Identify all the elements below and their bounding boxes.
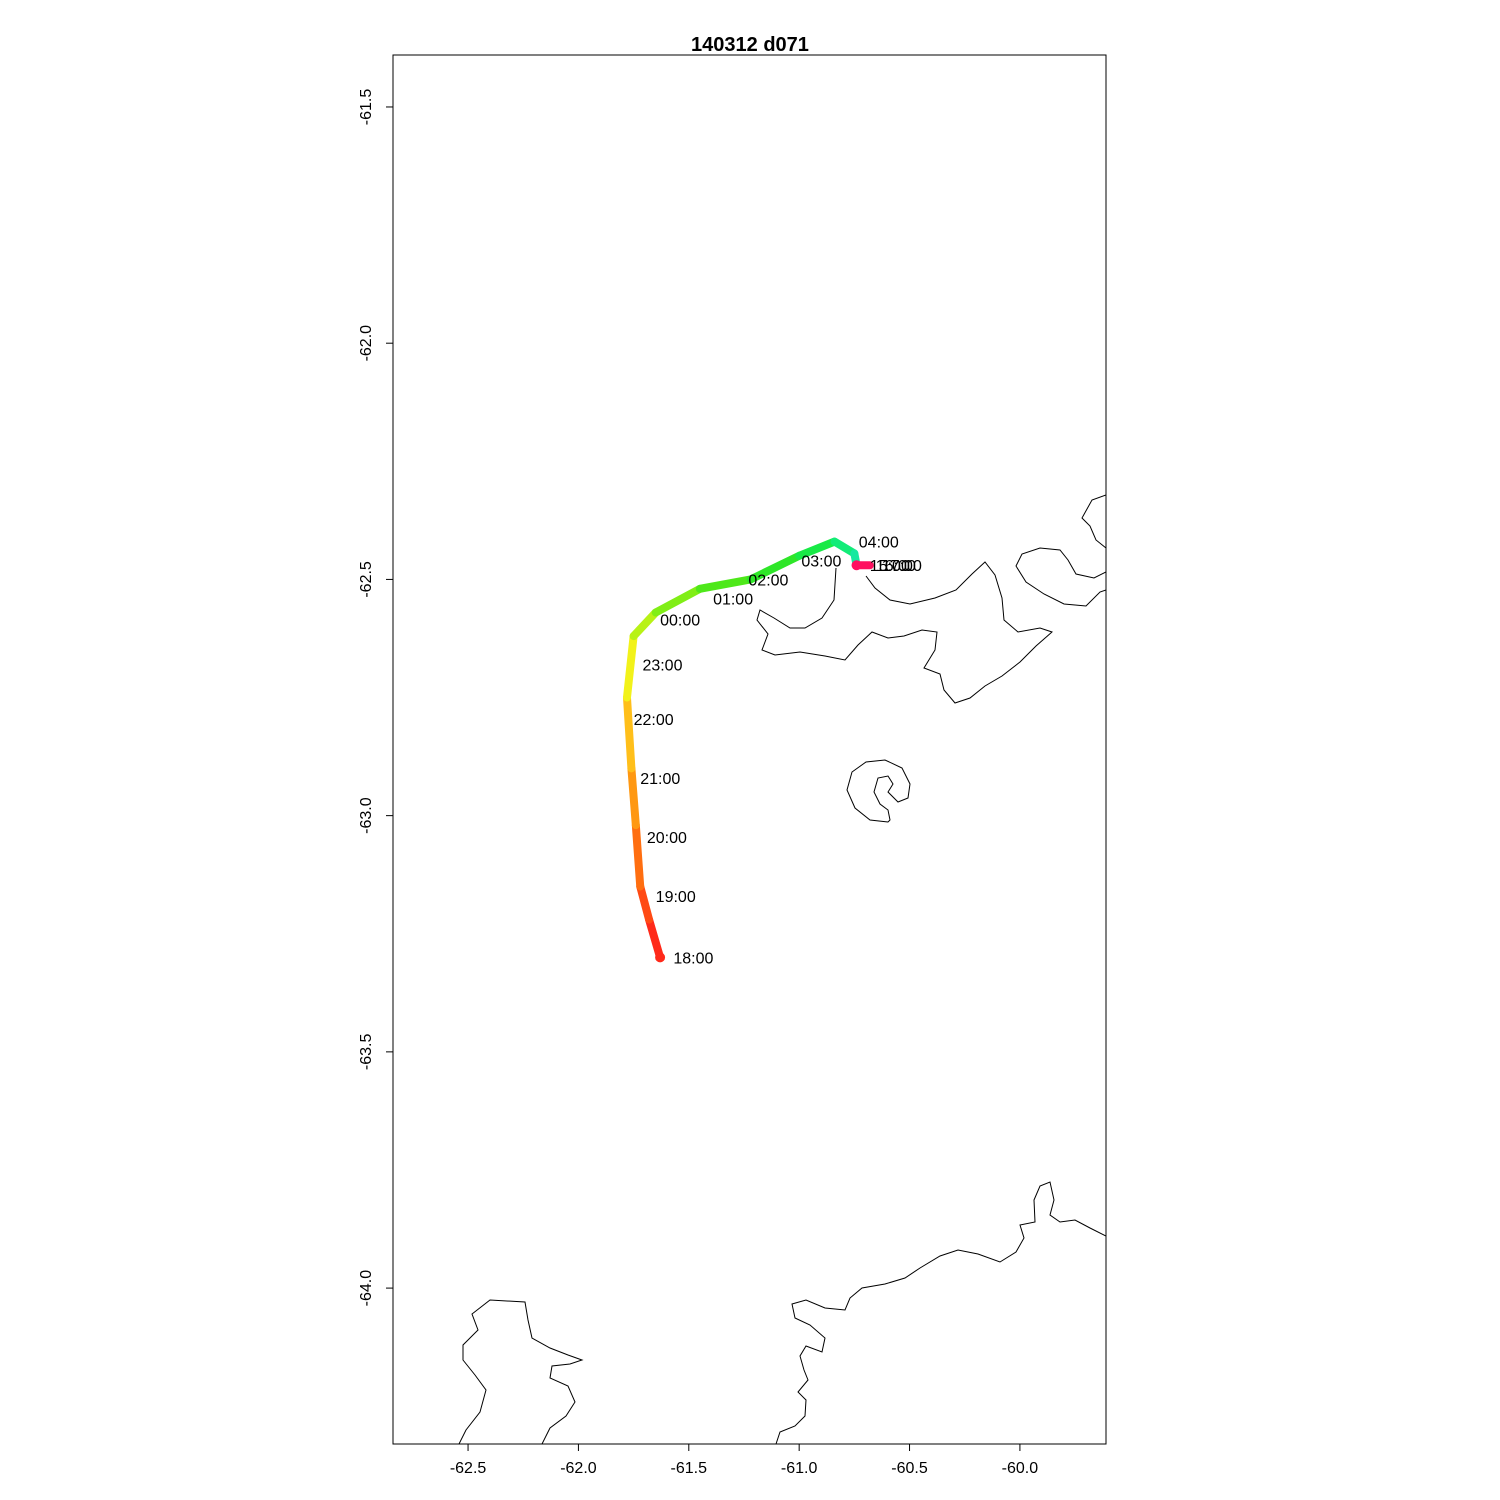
time-label: 00:00 — [660, 613, 700, 630]
track-markers — [655, 560, 862, 963]
track-endpoint-marker — [851, 560, 862, 571]
time-label: 02:00 — [748, 572, 788, 589]
overlap-time-label: 15:00 — [870, 558, 910, 575]
x-tick-label: -61.5 — [671, 1460, 708, 1477]
time-label: 21:00 — [640, 771, 680, 788]
coastline-greenwich-island — [1081, 494, 1106, 549]
plot-title: 140312 d071 — [691, 34, 809, 56]
track-segment — [627, 764, 640, 830]
coastline-robert-island — [1015, 547, 1106, 607]
y-tick-label: -61.5 — [358, 89, 375, 126]
time-label: 01:00 — [713, 591, 753, 608]
x-axis: -62.5 -62.0 -61.5 -61.0 -60.5 -60.0 — [450, 1444, 1038, 1477]
overlap-time-label: 16:00 — [876, 558, 916, 575]
time-label: 20:00 — [647, 830, 687, 847]
track-segment — [651, 584, 704, 617]
coastline-antarctic-peninsula — [775, 1181, 1106, 1444]
time-label: 18:00 — [673, 950, 713, 967]
track-segment — [622, 693, 636, 773]
track-segment — [636, 882, 654, 924]
track-segment — [622, 632, 638, 702]
coastline-trinity-peninsula — [458, 1299, 584, 1444]
plot-frame — [392, 54, 1107, 1445]
time-label: 03:00 — [801, 554, 841, 571]
x-tick-label: -61.0 — [781, 1460, 818, 1477]
coastlines — [458, 494, 1106, 1444]
y-tick-label: -63.0 — [358, 797, 375, 834]
x-tick-label: -60.0 — [1002, 1460, 1039, 1477]
overlap-time-label: 17:00 — [882, 558, 922, 575]
ship-track — [622, 537, 874, 962]
y-axis: -61.5 -62.0 -62.5 -63.0 -63.5 -64.0 — [358, 89, 393, 1307]
y-tick-label: -62.0 — [358, 325, 375, 362]
coastline-deception-island — [846, 759, 911, 823]
y-tick-label: -63.5 — [358, 1034, 375, 1071]
track-segment — [695, 575, 755, 593]
coastline-livingston-island — [756, 561, 1053, 704]
x-tick-label: -60.5 — [891, 1460, 928, 1477]
y-tick-label: -64.0 — [358, 1270, 375, 1307]
track-segment — [645, 915, 665, 962]
y-tick-label: -62.5 — [358, 561, 375, 598]
track-segment — [795, 537, 839, 560]
track-segment — [631, 821, 645, 891]
track-endpoint-marker — [655, 952, 666, 963]
time-label: 19:00 — [656, 889, 696, 906]
x-tick-label: -62.5 — [450, 1460, 487, 1477]
time-label: 04:00 — [859, 535, 899, 552]
track-segment — [629, 608, 660, 641]
time-labels: 18:00 19:00 20:00 21:00 22:00 23:00 00:00 01:00… — [634, 535, 922, 968]
x-tick-label: -62.0 — [560, 1460, 597, 1477]
time-label: 23:00 — [642, 657, 682, 674]
time-label: 22:00 — [634, 712, 674, 729]
track-segment — [746, 551, 804, 584]
